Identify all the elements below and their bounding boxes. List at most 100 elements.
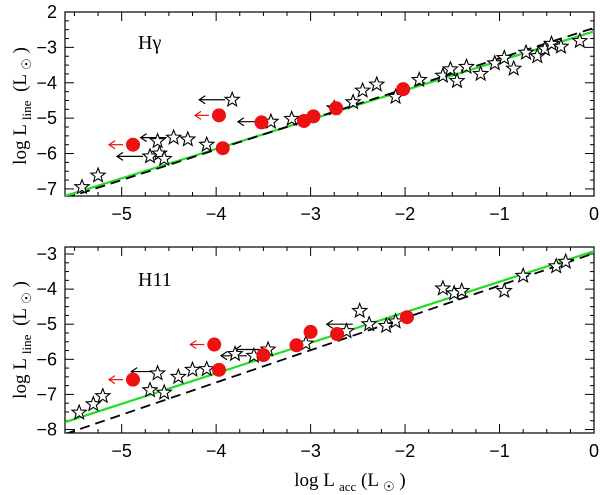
red-circle-point [126, 137, 141, 152]
star-point [148, 364, 167, 381]
y-axis-title-unit-close: ) [10, 47, 31, 53]
star-point [495, 48, 513, 66]
y-axis-title-sub: line [19, 100, 34, 120]
star-point [505, 59, 523, 76]
svg-text:log L line (L: log L line (L ☉ ) [10, 281, 36, 399]
star-point [448, 71, 466, 89]
x-tick-label: 0 [589, 441, 599, 461]
sun-symbol: ☉ [19, 58, 34, 70]
star-point [198, 360, 216, 377]
star-limit-arrow-head [198, 95, 206, 105]
star-point [165, 128, 183, 145]
circle-limit-arrow-head [189, 340, 197, 350]
star-point [198, 135, 216, 153]
y-tick-label: −5 [36, 108, 57, 128]
x-axis-title-unit-close: ) [399, 470, 405, 491]
red-circle-point [303, 324, 318, 339]
x-tick-label: −4 [206, 441, 227, 461]
y-axis-title-main: log L [10, 125, 31, 165]
x-axis-title-sub: acc [339, 479, 357, 494]
star-limit-arrow-head [115, 151, 124, 161]
x-axis-title-unit: (L [361, 470, 378, 491]
red-circle-point [396, 82, 411, 97]
star-limit-arrow-head [325, 319, 334, 329]
red-circle-point [211, 362, 226, 377]
red-circle-point [211, 108, 226, 123]
star-point [542, 34, 561, 52]
x-axis-title: log L acc (L ☉ ) [294, 470, 405, 495]
y-tick-label: −7 [36, 384, 57, 404]
y-tick-label: −4 [36, 73, 57, 93]
star-point [571, 31, 589, 49]
circle-limit-arrow-head [193, 110, 202, 120]
star-point [360, 315, 378, 332]
x-tick-label: −1 [489, 441, 510, 461]
star-point [517, 43, 535, 61]
star-point [70, 403, 88, 420]
star-point [155, 149, 173, 167]
star-point [557, 252, 575, 270]
y-tick-label: −6 [36, 349, 57, 369]
fit-line-dashed [65, 252, 594, 433]
star-limit-arrow-head [236, 117, 245, 127]
x-tick-label: −2 [395, 204, 416, 224]
star-point [353, 81, 372, 98]
red-circle-point [330, 327, 345, 342]
panel-label-h-gamma: Hγ [138, 32, 161, 54]
sun-symbol: ☉ [383, 479, 395, 494]
star-point [283, 109, 301, 127]
star-point [495, 281, 513, 299]
red-circle-point [289, 338, 304, 353]
red-circle-point [126, 372, 141, 387]
plot-frame [64, 246, 595, 434]
x-axis-title-main: log L [294, 470, 334, 491]
circle-limit-arrow-head [107, 140, 116, 150]
y-axis-title-unit-close: ) [10, 281, 31, 287]
star-point [84, 395, 102, 412]
star-point [183, 360, 202, 378]
star-point [377, 316, 395, 334]
y-tick-label: −6 [36, 144, 57, 164]
x-tick-label: 0 [589, 204, 599, 224]
x-tick-label: −5 [111, 441, 132, 461]
star-point [434, 279, 452, 296]
panel-h11: −5 −4 −3 −2 −1 0 −3 −4 −5 −6 −7 −8 [36, 244, 599, 461]
star-point [368, 75, 386, 92]
star-point [141, 381, 159, 398]
star-point [179, 130, 197, 147]
x-tick-label: −1 [489, 204, 510, 224]
plot-frame [64, 11, 595, 197]
y-tick-label: −7 [36, 179, 57, 199]
star-point [73, 178, 91, 195]
star-point [94, 387, 112, 404]
red-circle-point [306, 109, 321, 124]
x-tick-label: −3 [300, 441, 321, 461]
star-point [351, 301, 369, 319]
y-tick-label: −4 [36, 279, 57, 299]
y-tick-label: −8 [36, 419, 57, 439]
star-point [169, 367, 187, 385]
star-point [453, 281, 471, 299]
star-limit-arrow-head [139, 133, 147, 143]
star-point [457, 57, 476, 75]
star-point [226, 344, 244, 362]
star-point [514, 266, 532, 284]
y-axis-title-sub: line [19, 334, 34, 354]
y-axis-title-main: log L [10, 359, 31, 399]
circle-limit-arrow-head [107, 375, 116, 385]
panel-h-gamma: −5 −4 −3 −2 −1 0 2 −3 −4 −5 −6 −7 [36, 2, 599, 224]
y-tick-label: 2 [47, 2, 57, 22]
red-circle-point [254, 115, 269, 130]
x-tick-label: −3 [300, 204, 321, 224]
red-circle-point [399, 310, 414, 325]
star-point [472, 64, 490, 82]
sun-symbol: ☉ [19, 292, 34, 304]
star-point [344, 93, 362, 110]
red-circle-point [207, 337, 222, 352]
x-tick-label: −2 [395, 441, 416, 461]
y-axis-title-bottom: log L line (L ☉ ) [10, 281, 36, 399]
x-tick-label: −5 [111, 204, 132, 224]
star-point [223, 90, 241, 108]
y-tick-label: −3 [36, 244, 57, 264]
